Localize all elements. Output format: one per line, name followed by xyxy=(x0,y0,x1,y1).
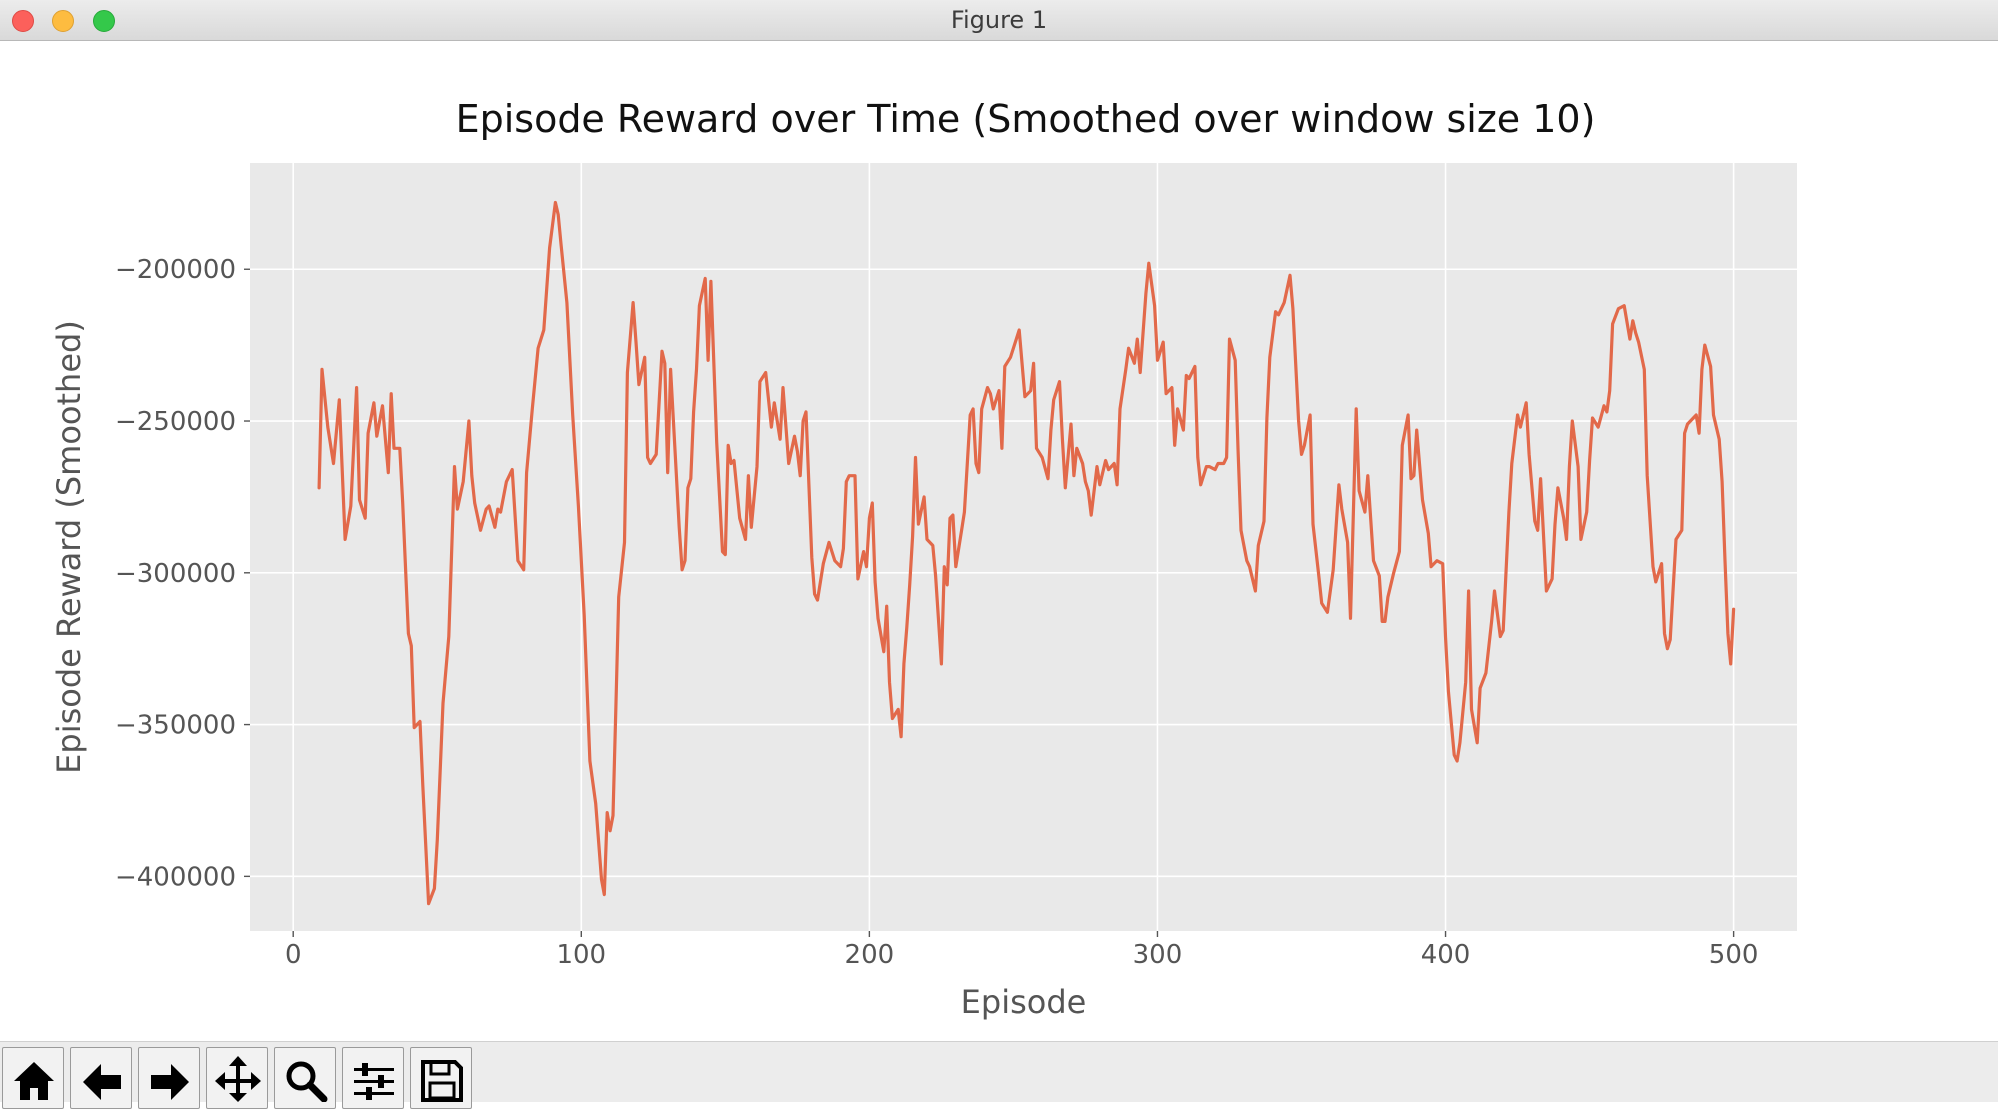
navigation-toolbar xyxy=(0,1041,1998,1109)
home-icon xyxy=(14,1062,54,1100)
x-tick-label: 100 xyxy=(556,940,606,970)
configure-subplots-button[interactable] xyxy=(342,1047,404,1109)
window-titlebar: Figure 1 xyxy=(0,0,1998,41)
window-title: Figure 1 xyxy=(950,6,1048,34)
maximize-window-button[interactable] xyxy=(93,10,115,32)
y-tick-label: −250000 xyxy=(115,407,236,437)
y-axis-label: Episode Reward (Smoothed) xyxy=(50,320,88,774)
x-tick-label: 200 xyxy=(845,940,895,970)
pan-move-icon xyxy=(215,1056,261,1102)
zoom-magnifier-icon xyxy=(286,1061,328,1102)
y-tick-label: −350000 xyxy=(115,711,236,741)
x-axis-label: Episode xyxy=(961,983,1087,1021)
pan-button[interactable] xyxy=(206,1047,268,1109)
y-tick-label: −200000 xyxy=(115,255,236,285)
x-tick-label: 0 xyxy=(285,940,302,970)
back-button[interactable] xyxy=(70,1047,132,1109)
save-figure-icon xyxy=(421,1060,463,1102)
save-button[interactable] xyxy=(410,1047,472,1109)
y-tick-label: −400000 xyxy=(115,862,236,892)
zoom-button[interactable] xyxy=(274,1047,336,1109)
home-button[interactable] xyxy=(2,1047,64,1109)
back-arrow-icon xyxy=(83,1064,121,1100)
x-tick-label: 400 xyxy=(1421,940,1471,970)
forward-arrow-icon xyxy=(151,1064,189,1100)
plot-area xyxy=(250,163,1797,931)
forward-button[interactable] xyxy=(138,1047,200,1109)
line-chart: 0 100 200 300 400 500 −200000 −250000 −300000 −35… xyxy=(50,97,1797,1021)
y-tick-label: −300000 xyxy=(115,559,236,589)
x-tick-label: 500 xyxy=(1709,940,1759,970)
configure-subplots-icon xyxy=(354,1063,394,1100)
x-tick-label: 300 xyxy=(1133,940,1183,970)
figure-canvas: 0 100 200 300 400 500 −200000 −250000 −300000 −35… xyxy=(0,41,1998,1041)
minimize-window-button[interactable] xyxy=(52,10,74,32)
chart-title: Episode Reward over Time (Smoothed over … xyxy=(456,97,1596,141)
reward-series-line xyxy=(317,200,1736,906)
close-window-button[interactable] xyxy=(12,10,34,32)
